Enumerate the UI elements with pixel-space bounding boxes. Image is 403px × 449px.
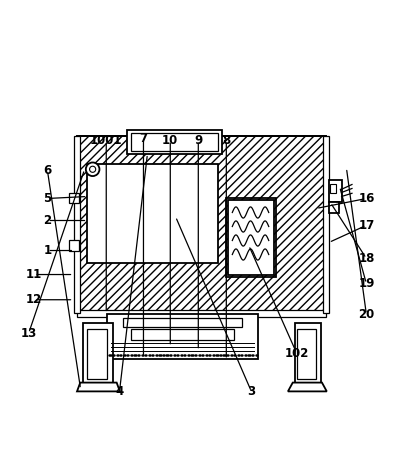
Text: 10: 10 xyxy=(162,134,179,147)
Bar xyxy=(127,130,222,154)
Circle shape xyxy=(89,166,96,172)
Text: 7: 7 xyxy=(139,132,147,145)
Text: 4: 4 xyxy=(115,385,124,398)
Bar xyxy=(69,240,79,251)
Bar xyxy=(329,202,339,213)
Bar xyxy=(77,136,326,313)
Text: 17: 17 xyxy=(358,219,374,232)
Text: 9: 9 xyxy=(194,134,202,147)
Text: 12: 12 xyxy=(26,293,42,306)
Bar xyxy=(108,314,258,359)
Bar xyxy=(131,329,233,340)
Bar xyxy=(77,310,326,317)
Bar xyxy=(295,323,321,383)
Bar xyxy=(297,330,316,379)
Bar xyxy=(77,136,326,313)
Text: 1001: 1001 xyxy=(90,134,123,147)
Bar xyxy=(131,133,218,151)
Bar xyxy=(330,185,336,193)
Text: 13: 13 xyxy=(21,327,37,340)
Text: 16: 16 xyxy=(358,192,374,205)
Bar xyxy=(83,323,113,383)
Bar xyxy=(323,136,329,313)
Bar xyxy=(123,318,241,326)
Bar xyxy=(329,180,342,202)
Text: 102: 102 xyxy=(285,347,309,360)
Text: 3: 3 xyxy=(247,385,256,398)
Bar xyxy=(87,164,218,263)
Text: 6: 6 xyxy=(43,164,52,177)
Bar xyxy=(228,201,274,274)
Bar xyxy=(226,198,276,277)
Text: 1: 1 xyxy=(44,244,52,257)
Text: 5: 5 xyxy=(43,192,52,205)
Text: 20: 20 xyxy=(358,308,374,321)
Bar xyxy=(87,330,107,379)
Circle shape xyxy=(86,163,100,176)
Bar xyxy=(69,193,79,203)
Text: 11: 11 xyxy=(26,268,42,281)
Text: 2: 2 xyxy=(44,214,52,227)
Text: 19: 19 xyxy=(358,277,374,290)
Polygon shape xyxy=(288,383,327,392)
Polygon shape xyxy=(77,383,120,392)
Text: 18: 18 xyxy=(358,252,374,265)
Text: 8: 8 xyxy=(222,134,231,147)
Bar xyxy=(74,136,80,313)
